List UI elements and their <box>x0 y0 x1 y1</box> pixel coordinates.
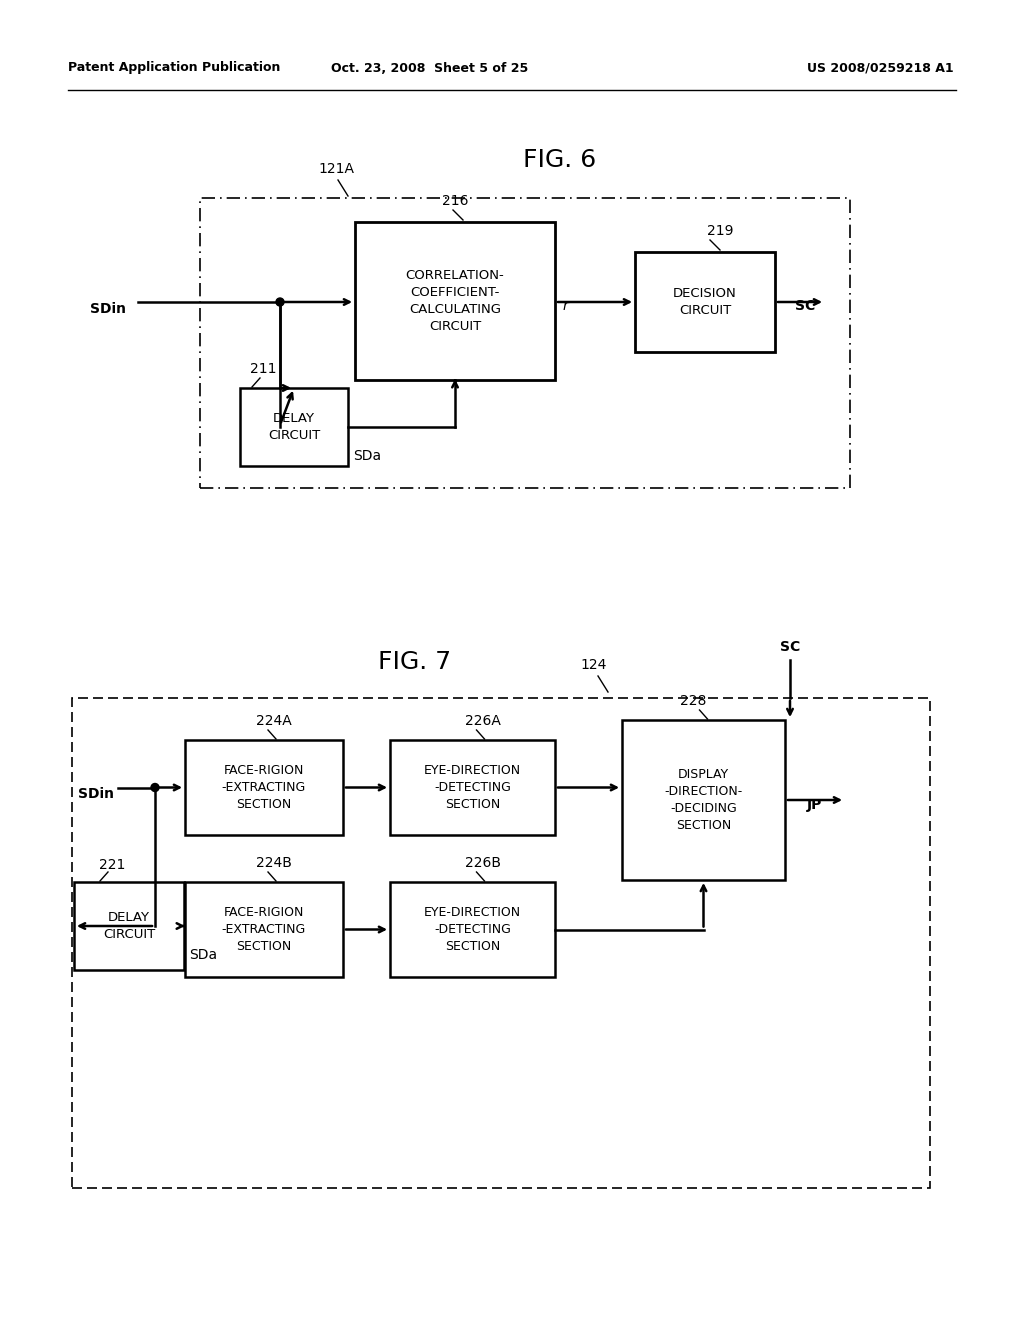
Bar <box>72 698 930 1188</box>
Bar <box>240 388 348 466</box>
Text: DECISION
CIRCUIT: DECISION CIRCUIT <box>673 286 737 317</box>
Text: SDin: SDin <box>78 787 114 800</box>
Text: CORRELATION-
COEFFICIENT-
CALCULATING
CIRCUIT: CORRELATION- COEFFICIENT- CALCULATING CI… <box>406 269 505 333</box>
Text: DISPLAY
-DIRECTION-
-DECIDING
SECTION: DISPLAY -DIRECTION- -DECIDING SECTION <box>665 768 742 832</box>
Text: SDin: SDin <box>90 302 126 315</box>
Text: FACE-RIGION
-EXTRACTING
SECTION: FACE-RIGION -EXTRACTING SECTION <box>222 764 306 810</box>
Text: 216: 216 <box>441 194 468 209</box>
Text: FACE-RIGION
-EXTRACTING
SECTION: FACE-RIGION -EXTRACTING SECTION <box>222 906 306 953</box>
Text: 224B: 224B <box>256 855 292 870</box>
Text: 121A: 121A <box>318 162 354 176</box>
Text: r: r <box>563 300 568 313</box>
Text: 226B: 226B <box>465 855 501 870</box>
Text: SC: SC <box>780 640 800 653</box>
Text: Patent Application Publication: Patent Application Publication <box>68 62 281 74</box>
Text: FIG. 7: FIG. 7 <box>379 649 452 675</box>
Text: FIG. 6: FIG. 6 <box>523 148 597 172</box>
Text: 228: 228 <box>680 694 707 708</box>
Text: 224A: 224A <box>256 714 292 729</box>
Circle shape <box>276 298 284 306</box>
Text: SDa: SDa <box>353 449 381 463</box>
Text: US 2008/0259218 A1: US 2008/0259218 A1 <box>807 62 953 74</box>
Bar <box>185 882 343 977</box>
Bar <box>390 882 555 977</box>
Text: 226A: 226A <box>465 714 501 729</box>
Text: DELAY
CIRCUIT: DELAY CIRCUIT <box>268 412 321 442</box>
Bar <box>390 741 555 836</box>
Bar <box>355 222 555 380</box>
Bar <box>622 719 785 880</box>
Text: SDa: SDa <box>189 948 217 962</box>
Text: 219: 219 <box>707 224 733 238</box>
Text: 221: 221 <box>99 858 125 873</box>
Circle shape <box>151 784 159 792</box>
Text: JP: JP <box>807 799 822 812</box>
Bar <box>185 741 343 836</box>
Text: 124: 124 <box>580 657 606 672</box>
Text: EYE-DIRECTION
-DETECTING
SECTION: EYE-DIRECTION -DETECTING SECTION <box>424 906 521 953</box>
Bar <box>74 882 184 970</box>
Bar <box>635 252 775 352</box>
Text: SC: SC <box>795 300 815 313</box>
Text: EYE-DIRECTION
-DETECTING
SECTION: EYE-DIRECTION -DETECTING SECTION <box>424 764 521 810</box>
Bar <box>200 198 850 488</box>
Text: Oct. 23, 2008  Sheet 5 of 25: Oct. 23, 2008 Sheet 5 of 25 <box>332 62 528 74</box>
Text: 211: 211 <box>250 362 276 376</box>
Text: DELAY
CIRCUIT: DELAY CIRCUIT <box>102 911 155 941</box>
